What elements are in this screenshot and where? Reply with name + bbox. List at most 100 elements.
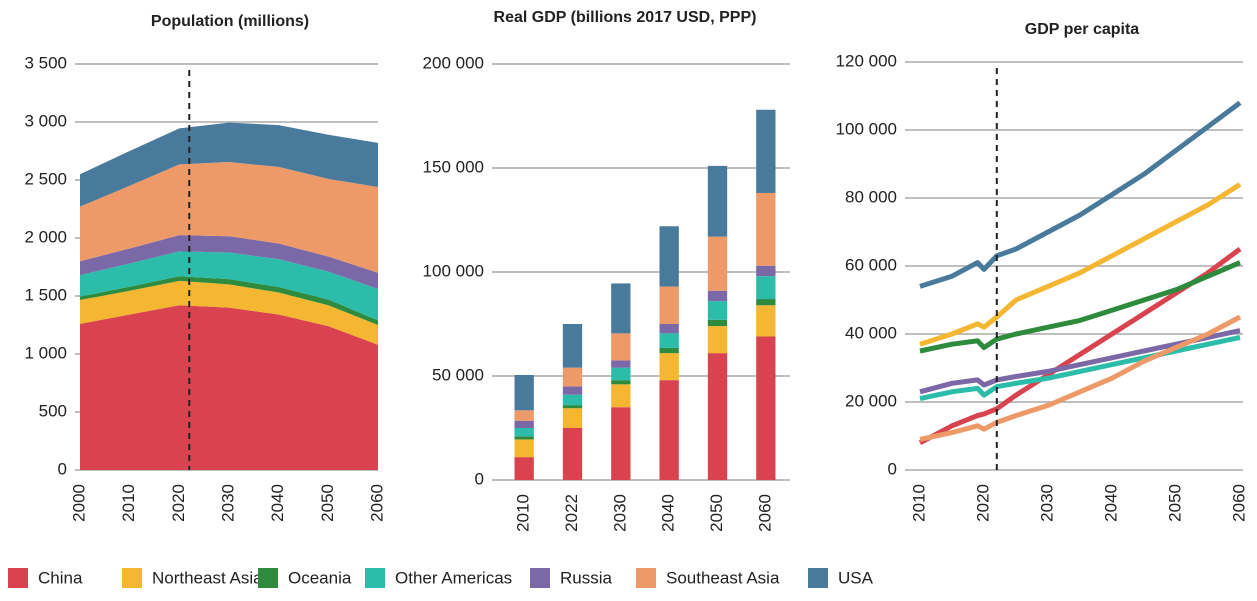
line — [919, 260, 1241, 354]
bar-segment — [659, 333, 679, 348]
line — [918, 246, 1242, 446]
bar-segment — [611, 283, 631, 334]
bar-segment — [562, 386, 583, 395]
y-tick-label: 3 500 — [24, 53, 67, 72]
y-tick-label: 50 000 — [432, 365, 484, 384]
y-tick-label: 100 000 — [423, 261, 484, 280]
y-tick-label: 2 500 — [24, 169, 67, 188]
y-tick-label: 60 000 — [845, 255, 897, 274]
legend-label: Russia — [560, 568, 613, 587]
line — [919, 314, 1242, 442]
y-tick-label: 120 000 — [836, 51, 897, 70]
x-tick-label: 2060 — [367, 484, 386, 522]
bar-segment — [707, 165, 728, 237]
legend-swatch — [122, 568, 142, 588]
x-tick-label: 2030 — [610, 494, 629, 532]
line — [919, 334, 1241, 402]
x-tick-label: 2000 — [69, 484, 88, 522]
legend-swatch — [258, 568, 278, 588]
y-tick-label: 2 000 — [24, 227, 67, 246]
x-tick-label: 2010 — [909, 484, 928, 522]
chart-title: Real GDP (billions 2017 USD, PPP) — [494, 9, 757, 26]
x-tick-label: 2010 — [119, 484, 138, 522]
x-tick-label: 2050 — [707, 494, 726, 532]
bar-segment — [756, 305, 776, 337]
bar-segment — [562, 408, 583, 428]
bar-segment — [562, 394, 583, 406]
bar-segment — [707, 319, 728, 327]
bar-segment — [756, 109, 776, 193]
y-tick-label: 0 — [888, 459, 897, 478]
legend-label: China — [38, 568, 83, 587]
bar-segment — [611, 360, 631, 368]
legend-swatch — [365, 568, 385, 588]
line — [919, 100, 1242, 289]
bar-segment — [562, 324, 583, 368]
area — [80, 122, 378, 207]
bar-segment — [659, 324, 679, 334]
bar-segment — [514, 374, 534, 411]
legend-label: Other Americas — [395, 568, 512, 587]
bar-segment — [514, 457, 534, 480]
bar-segment — [514, 436, 534, 440]
bar-segment — [514, 428, 534, 437]
bar-segment — [756, 276, 776, 300]
bar-segment — [562, 428, 583, 480]
legend-swatch — [8, 568, 28, 588]
x-tick-label: 2022 — [562, 494, 581, 532]
y-tick-label: 20 000 — [845, 391, 897, 410]
area — [80, 305, 378, 470]
x-tick-label: 2020 — [169, 484, 188, 522]
x-tick-label: 2060 — [1229, 484, 1248, 522]
y-tick-label: 3 000 — [24, 111, 67, 130]
bar-segment — [514, 439, 534, 458]
x-tick-label: 2040 — [1101, 484, 1120, 522]
legend-label: Oceania — [288, 568, 352, 587]
y-tick-label: 1 500 — [24, 285, 67, 304]
legend-swatch — [530, 568, 550, 588]
y-tick-label: 0 — [58, 459, 67, 478]
line — [919, 182, 1242, 347]
bar-segment — [756, 299, 776, 306]
bar-segment — [756, 265, 776, 277]
bar-segment — [707, 236, 728, 291]
bar-segment — [659, 286, 679, 324]
bar-segment — [562, 405, 583, 409]
chart-title: GDP per capita — [1025, 21, 1140, 38]
bar-segment — [707, 301, 728, 320]
x-tick-label: 2010 — [514, 494, 533, 532]
bar-segment — [707, 326, 728, 354]
bar-segment — [756, 192, 776, 266]
y-tick-label: 150 000 — [423, 157, 484, 176]
x-tick-label: 2040 — [659, 494, 678, 532]
line — [919, 328, 1241, 395]
bar-segment — [659, 226, 679, 287]
area — [80, 276, 378, 325]
x-tick-label: 2020 — [973, 484, 992, 522]
x-tick-label: 2050 — [1165, 484, 1184, 522]
legend-label: USA — [838, 568, 874, 587]
plot — [905, 61, 1243, 471]
y-tick-label: 80 000 — [845, 187, 897, 206]
chart-title: Population (millions) — [151, 13, 309, 30]
legend-label: Northeast Asia — [152, 568, 263, 587]
y-tick-label: 200 000 — [423, 53, 484, 72]
bar-segment — [611, 384, 631, 408]
y-tick-label: 40 000 — [845, 323, 897, 342]
x-tick-label: 2030 — [218, 484, 237, 522]
x-tick-label: 2030 — [1037, 484, 1056, 522]
bar-segment — [514, 420, 534, 428]
bar-segment — [611, 333, 631, 361]
legend-swatch — [808, 568, 828, 588]
area — [80, 280, 378, 345]
bar-segment — [659, 380, 679, 480]
bar-segment — [611, 407, 631, 480]
bar-segment — [611, 380, 631, 385]
bar-segment — [756, 336, 776, 480]
area — [80, 251, 378, 321]
area — [80, 162, 378, 273]
plot — [492, 63, 790, 481]
x-tick-label: 2060 — [755, 494, 774, 532]
y-tick-label: 100 000 — [836, 119, 897, 138]
